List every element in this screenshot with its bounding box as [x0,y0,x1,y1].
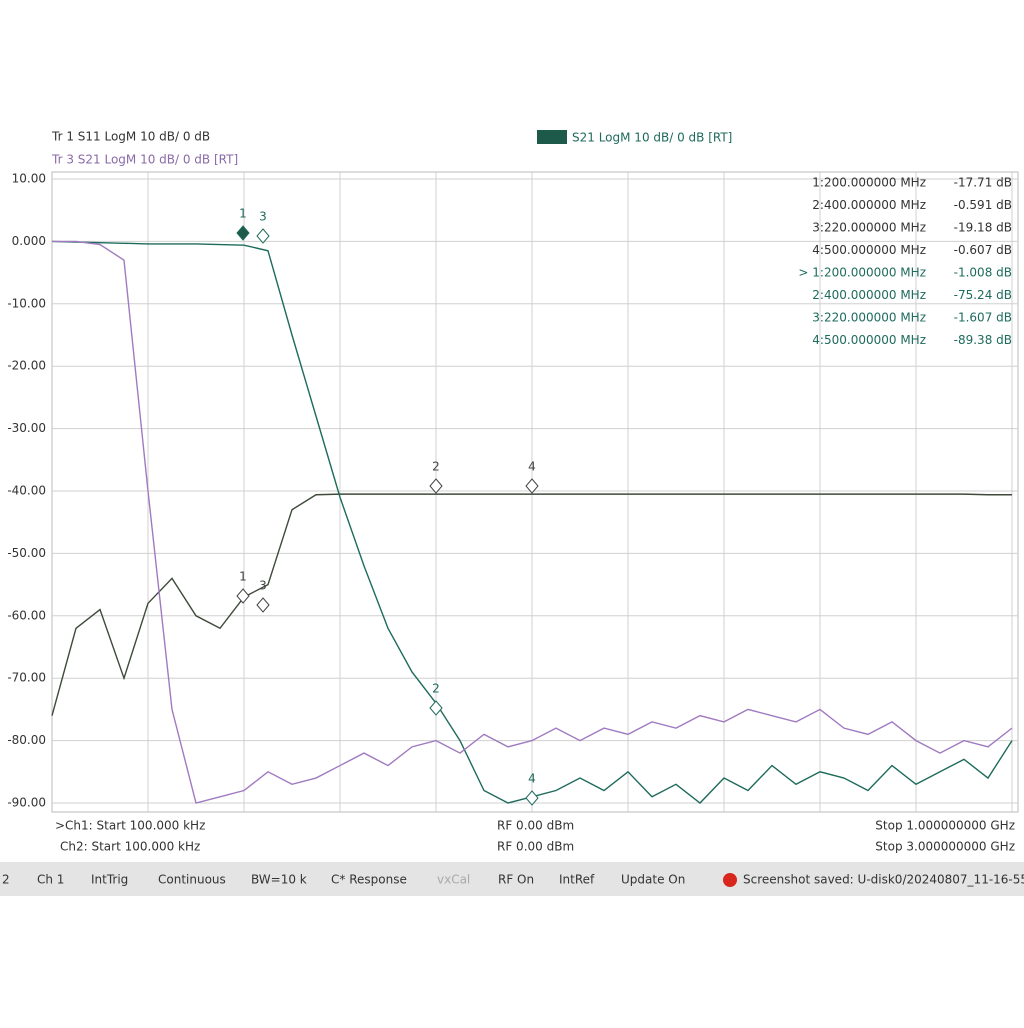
y-tick-label: 10.00 [12,172,46,186]
footer-text: Stop 3.000000000 GHz [875,840,1015,854]
trace-label: Tr 1 S11 LogM 10 dB/ 0 dB [51,130,210,144]
y-tick-label: -30.00 [7,421,46,435]
marker-label: 3 [259,579,267,593]
y-tick-label: -40.00 [7,484,46,498]
status-item[interactable]: IntRef [559,873,595,887]
marker-label: 1 [239,207,247,221]
status-icon [723,873,737,887]
marker-frequency: 1:200.000000 MHz [812,176,926,190]
trace-badge [537,130,567,144]
marker-frequency: > 1:200.000000 MHz [798,266,926,280]
status-item[interactable]: vxCal [437,873,470,887]
footer-text: RF 0.00 dBm [497,819,574,833]
marker-frequency: 4:500.000000 MHz [812,243,926,257]
status-item[interactable]: RF On [498,873,534,887]
marker-frequency: 4:500.000000 MHz [812,333,926,347]
y-tick-label: -80.00 [7,733,46,747]
y-tick-label: -70.00 [7,671,46,685]
marker-label: 2 [432,460,440,474]
marker-frequency: 2:400.000000 MHz [812,288,926,302]
marker-frequency: 3:220.000000 MHz [812,311,926,325]
marker-value: -89.38 dB [954,333,1012,347]
status-item[interactable]: Update On [621,873,685,887]
status-item[interactable]: BW=10 k [251,873,307,887]
marker-symbol [236,588,250,604]
trace-label: S21 LogM 10 dB/ 0 dB [RT] [572,131,732,145]
status-item[interactable]: C* Response [331,873,407,887]
footer-text: Stop 1.000000000 GHz [875,819,1015,833]
marker-value: -1.008 dB [954,266,1012,280]
status-item: 2 [2,873,10,887]
marker-label: 1 [239,570,247,584]
y-tick-label: -10.00 [7,296,46,310]
marker-value: -19.18 dB [954,221,1012,235]
marker-label: 3 [259,210,267,224]
y-tick-label: -90.00 [7,796,46,810]
marker-label: 4 [528,460,536,474]
marker-value: -0.591 dB [954,198,1012,212]
marker-symbol [256,228,270,244]
y-tick-label: -20.00 [7,359,46,373]
status-item: Screenshot saved: U-disk0/20240807_11-16… [743,873,1024,887]
marker-symbol [429,700,443,716]
marker-label: 4 [528,772,536,786]
marker-symbol [236,225,250,241]
trace [51,493,1012,716]
marker-symbol [429,478,443,494]
footer-text: >Ch1: Start 100.000 kHz [55,819,205,833]
status-item[interactable]: Ch 1 [37,873,64,887]
trace-label: Tr 3 S21 LogM 10 dB/ 0 dB [RT] [51,153,238,167]
y-tick-label: 0.000 [12,234,46,248]
footer-text: Ch2: Start 100.000 kHz [60,840,200,854]
y-tick-label: -60.00 [7,608,46,622]
y-tick-label: -50.00 [7,546,46,560]
status-item[interactable]: Continuous [158,873,226,887]
marker-symbol [525,790,539,806]
status-bar [0,862,1024,896]
marker-frequency: 2:400.000000 MHz [812,198,926,212]
marker-value: -0.607 dB [954,243,1012,257]
plot-frame [51,171,1019,813]
status-item[interactable]: IntTrig [91,873,128,887]
marker-value: -17.71 dB [954,176,1012,190]
marker-frequency: 3:220.000000 MHz [812,221,926,235]
marker-value: -75.24 dB [954,288,1012,302]
marker-symbol [256,597,270,613]
marker-symbol [525,478,539,494]
marker-value: -1.607 dB [954,311,1012,325]
marker-label: 2 [432,682,440,696]
footer-text: RF 0.00 dBm [497,840,574,854]
trace [52,240,1013,804]
